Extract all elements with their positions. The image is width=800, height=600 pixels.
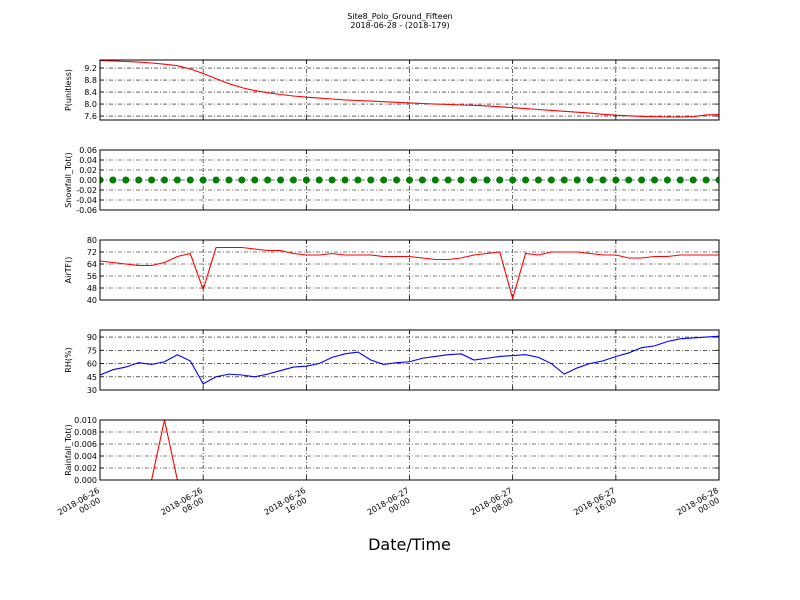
data-point xyxy=(431,176,439,184)
y-axis-label: RH(%) xyxy=(64,347,73,372)
data-point xyxy=(483,176,491,184)
data-point xyxy=(186,176,194,184)
chart-subtitle: 2018-06-28 - (2018-179) xyxy=(350,21,449,30)
y-tick-label: 0.02 xyxy=(79,166,97,175)
data-point xyxy=(638,176,646,184)
data-point xyxy=(328,176,336,184)
x-axis-label: Date/Time xyxy=(368,535,451,554)
y-tick-label: 60 xyxy=(87,360,97,369)
data-point xyxy=(599,176,607,184)
y-tick-label: 75 xyxy=(87,346,97,355)
chart-title: Site8_Polo_Ground_Fifteen xyxy=(347,12,452,21)
data-point xyxy=(560,176,568,184)
y-tick-label: 8.0 xyxy=(84,100,97,109)
data-point xyxy=(380,176,388,184)
data-point xyxy=(109,176,117,184)
y-tick-label: 90 xyxy=(87,333,97,342)
data-point xyxy=(522,176,530,184)
y-axis-label: AirTF() xyxy=(64,257,73,284)
data-point xyxy=(264,176,272,184)
y-tick-label: 0.00 xyxy=(79,176,97,185)
y-tick-label: 7.6 xyxy=(84,112,97,121)
data-point xyxy=(135,176,143,184)
y-tick-label: -0.06 xyxy=(76,206,97,215)
data-point xyxy=(406,176,413,184)
y-tick-label: 64 xyxy=(87,260,97,269)
data-point xyxy=(689,176,697,184)
y-tick-label: -0.02 xyxy=(76,186,97,195)
data-point xyxy=(100,176,104,184)
data-point xyxy=(573,176,581,184)
data-point xyxy=(702,176,710,184)
data-point xyxy=(277,176,285,184)
y-tick-label: -0.04 xyxy=(76,196,97,205)
data-point xyxy=(160,176,168,184)
data-point xyxy=(625,176,633,184)
y-tick-label: 0.010 xyxy=(74,416,97,425)
y-tick-label: 9.2 xyxy=(84,64,97,73)
data-point xyxy=(225,176,233,184)
data-point xyxy=(289,176,297,184)
data-point xyxy=(663,176,671,184)
y-axis-label: P(unitless) xyxy=(64,69,73,111)
data-point xyxy=(496,176,504,184)
y-tick-label: 40 xyxy=(87,296,97,305)
plot-frame xyxy=(99,149,720,211)
data-point xyxy=(238,176,246,184)
data-point xyxy=(148,176,156,184)
data-point xyxy=(341,176,349,184)
data-point xyxy=(199,176,207,184)
data-point xyxy=(534,176,542,184)
data-point xyxy=(547,176,555,184)
y-tick-label: 8.8 xyxy=(84,76,97,85)
y-tick-label: 0.000 xyxy=(74,476,97,485)
y-tick-label: 8.4 xyxy=(84,88,97,97)
y-tick-label: 72 xyxy=(87,248,97,257)
data-point xyxy=(509,176,517,184)
plot-frame xyxy=(99,239,720,301)
y-axis-label: Snowfall_Tot() xyxy=(64,152,73,208)
y-tick-label: 0.006 xyxy=(74,440,97,449)
data-point xyxy=(212,176,220,184)
data-point xyxy=(457,176,465,184)
data-point xyxy=(393,176,401,184)
data-point xyxy=(470,176,478,184)
plot-frame xyxy=(99,329,720,391)
data-point xyxy=(354,176,362,184)
data-line xyxy=(100,246,719,300)
data-point xyxy=(715,176,719,184)
y-tick-label: 30 xyxy=(87,386,97,395)
y-tick-label: 0.008 xyxy=(74,428,97,437)
plot-frame xyxy=(99,59,720,121)
data-point xyxy=(122,176,130,184)
data-point xyxy=(676,176,684,184)
y-tick-label: 0.04 xyxy=(79,156,97,165)
data-point xyxy=(173,176,181,184)
data-point xyxy=(315,176,323,184)
data-line xyxy=(100,60,719,118)
y-tick-label: 45 xyxy=(87,373,97,382)
y-tick-label: 0.06 xyxy=(79,146,97,155)
data-line xyxy=(100,335,719,385)
data-point xyxy=(612,176,620,184)
data-point xyxy=(444,176,452,184)
y-axis-label: Rainfall_Tot() xyxy=(64,424,73,476)
plot-frame xyxy=(99,419,720,481)
data-point xyxy=(586,176,594,184)
data-point xyxy=(651,176,659,184)
y-tick-label: 0.004 xyxy=(74,452,97,461)
data-point xyxy=(302,176,310,184)
data-point xyxy=(367,176,375,184)
data-point xyxy=(251,176,259,184)
y-tick-label: 80 xyxy=(87,236,97,245)
y-tick-label: 0.002 xyxy=(74,464,97,473)
data-point xyxy=(418,176,426,184)
y-tick-label: 56 xyxy=(87,272,97,281)
y-tick-label: 48 xyxy=(87,284,97,293)
